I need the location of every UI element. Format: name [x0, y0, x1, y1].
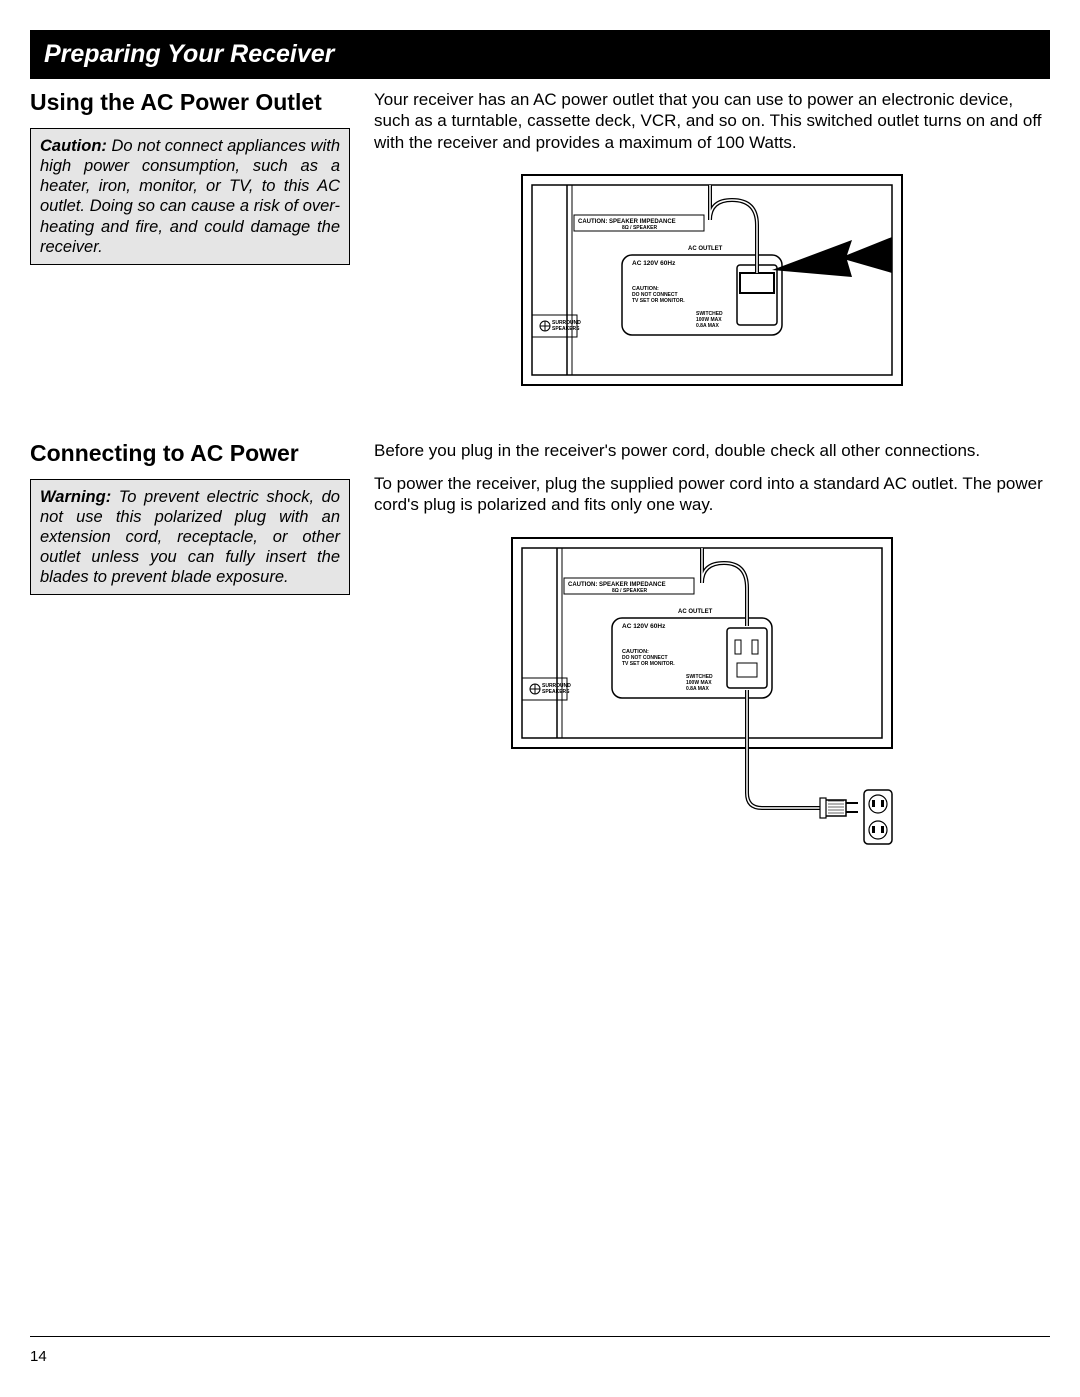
heading-connecting: Connecting to AC Power [30, 440, 350, 467]
section-connecting: Connecting to AC Power Warning: To preve… [30, 440, 1050, 863]
caution-lead: Caution: [40, 137, 107, 155]
svg-text:0.8A MAX: 0.8A MAX [686, 686, 710, 692]
section-ac-outlet: Using the AC Power Outlet Caution: Do no… [30, 89, 1050, 420]
warning-box: Warning: To prevent electric shock, do n… [30, 479, 350, 596]
warning-lead: Warning: [40, 488, 111, 506]
svg-text:8Ω / SPEAKER: 8Ω / SPEAKER [612, 588, 648, 594]
svg-text:SPEAKERS: SPEAKERS [552, 326, 580, 332]
heading-ac-outlet: Using the AC Power Outlet [30, 89, 350, 116]
svg-text:AC OUTLET: AC OUTLET [678, 609, 713, 615]
svg-text:AC OUTLET: AC OUTLET [688, 246, 723, 252]
svg-text:0.8A MAX: 0.8A MAX [696, 323, 720, 329]
page-number: 14 [30, 1348, 47, 1365]
diagram-connecting: SURROUND SPEAKERS CAUTION: SPEAKER IMPED… [374, 528, 1050, 863]
svg-text:TV SET OR MONITOR.: TV SET OR MONITOR. [622, 661, 675, 667]
body-text: Before you plug in the receiver's power … [374, 440, 1050, 461]
svg-text:SPEAKERS: SPEAKERS [542, 689, 570, 695]
svg-text:AC 120V 60Hz: AC 120V 60Hz [632, 260, 676, 267]
body-text: Your receiver has an AC power outlet tha… [374, 89, 1050, 153]
page-header: Preparing Your Receiver [30, 30, 1050, 79]
caution-box: Caution: Do not connect appliances with … [30, 128, 350, 265]
svg-text:AC 120V 60Hz: AC 120V 60Hz [622, 623, 666, 630]
svg-text:8Ω / SPEAKER: 8Ω / SPEAKER [622, 225, 658, 231]
diagram-outlet: SURROUND SPEAKERS CAUTION: SPEAKER IMPED… [374, 165, 1050, 420]
body-text: To power the receiver, plug the supplied… [374, 473, 1050, 516]
svg-text:TV SET OR MONITOR.: TV SET OR MONITOR. [632, 298, 685, 304]
footer-rule [30, 1336, 1050, 1337]
